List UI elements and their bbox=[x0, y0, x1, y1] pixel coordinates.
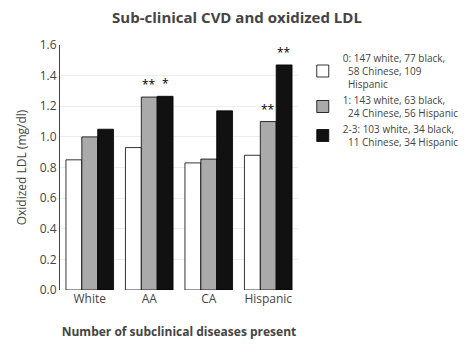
svg-text:0.8: 0.8 bbox=[40, 159, 57, 176]
svg-text:CA: CA bbox=[201, 290, 217, 307]
svg-text:2-3: 103 white, 34 black, 11: 2-3: 103 white, 34 black, 11 Chinese, 34… bbox=[343, 122, 459, 149]
svg-text:0.4: 0.4 bbox=[40, 220, 57, 237]
svg-text:0.6: 0.6 bbox=[40, 189, 57, 206]
svg-text:0.0: 0.0 bbox=[40, 281, 57, 298]
svg-text:**: ** bbox=[142, 76, 156, 93]
svg-text:1.4: 1.4 bbox=[40, 67, 57, 84]
svg-text:Hispanic: Hispanic bbox=[244, 290, 292, 307]
svg-text:0.2: 0.2 bbox=[40, 251, 57, 268]
svg-text:AA: AA bbox=[142, 290, 158, 307]
svg-text:1.6: 1.6 bbox=[40, 36, 57, 53]
svg-text:1.2: 1.2 bbox=[40, 97, 57, 114]
svg-text:1.0: 1.0 bbox=[40, 128, 57, 145]
svg-text:Sub-clinical CVD and oxidized: Sub-clinical CVD and oxidized LDL bbox=[112, 7, 362, 27]
svg-text:White: White bbox=[74, 290, 107, 307]
svg-text:Number of subclinical diseases: Number of subclinical diseases present bbox=[62, 323, 297, 340]
svg-text:*: * bbox=[162, 75, 169, 92]
svg-text:Oxidized LDL (mg/dl): Oxidized LDL (mg/dl) bbox=[13, 109, 30, 225]
svg-text:**: ** bbox=[261, 101, 275, 118]
svg-text:**: ** bbox=[277, 44, 291, 61]
svg-text:0: 147 white, 77 black, 58 Ch: 0: 147 white, 77 black, 58 Chinese, 109 … bbox=[343, 51, 445, 91]
svg-text:1: 143 white, 63 black, 24 Ch: 1: 143 white, 63 black, 24 Chinese, 56 H… bbox=[343, 93, 459, 120]
